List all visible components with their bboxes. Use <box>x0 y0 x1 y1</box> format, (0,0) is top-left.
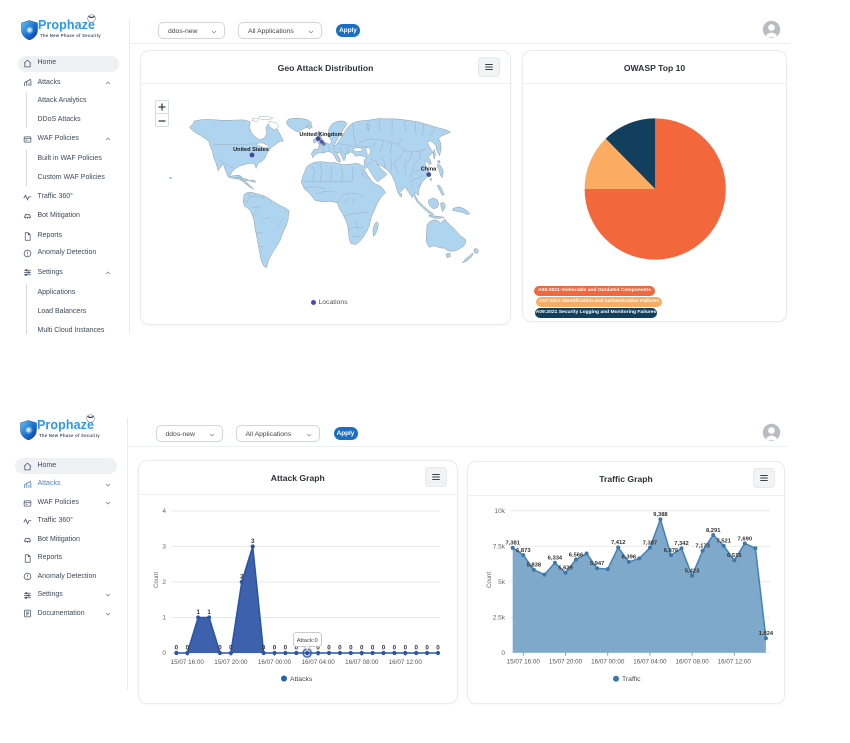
svg-text:Count: Count <box>487 572 493 588</box>
svg-text:7,412: 7,412 <box>611 540 626 546</box>
svg-text:7,387: 7,387 <box>643 541 658 547</box>
svg-text:6,873: 6,873 <box>516 548 531 554</box>
svg-text:15/07 16:00: 15/07 16:00 <box>507 659 541 666</box>
svg-text:5,629: 5,629 <box>558 566 573 572</box>
svg-text:7,381: 7,381 <box>505 541 520 547</box>
svg-text:5,947: 5,947 <box>590 561 605 567</box>
svg-text:China: China <box>421 167 437 173</box>
svg-text:Traffic: Traffic <box>622 676 641 683</box>
svg-text:16/07 12:00: 16/07 12:00 <box>718 659 752 666</box>
svg-text:0: 0 <box>360 645 364 652</box>
svg-text:1: 1 <box>162 615 166 622</box>
svg-text:7,342: 7,342 <box>674 541 689 547</box>
svg-text:0: 0 <box>284 645 288 652</box>
svg-text:7,521: 7,521 <box>716 539 731 545</box>
svg-text:16/07 00:00: 16/07 00:00 <box>591 659 625 666</box>
svg-text:0: 0 <box>295 645 299 652</box>
svg-text:1: 1 <box>207 609 211 616</box>
svg-text:0: 0 <box>382 645 386 652</box>
svg-text:2.5k: 2.5k <box>493 614 506 621</box>
svg-text:0: 0 <box>501 650 505 657</box>
svg-text:15/07 20:00: 15/07 20:00 <box>549 659 583 666</box>
svg-text:0: 0 <box>436 645 440 652</box>
svg-text:16/07 12:00: 16/07 12:00 <box>389 659 423 666</box>
svg-text:0: 0 <box>273 645 277 652</box>
svg-text:6,566: 6,566 <box>569 552 584 558</box>
svg-text:6,515: 6,515 <box>727 553 742 559</box>
svg-text:7,690: 7,690 <box>738 536 753 542</box>
svg-text:Attacks: Attacks <box>290 676 313 683</box>
svg-text:0: 0 <box>349 645 353 652</box>
svg-text:16/07 00:00: 16/07 00:00 <box>258 659 292 666</box>
svg-text:0: 0 <box>162 650 166 657</box>
svg-text:United States: United States <box>233 147 269 153</box>
svg-text:16/07 08:00: 16/07 08:00 <box>675 659 709 666</box>
svg-text:16/07 04:00: 16/07 04:00 <box>301 659 335 666</box>
svg-text:❋: ❋ <box>26 427 32 435</box>
svg-text:0: 0 <box>229 645 233 652</box>
svg-text:0: 0 <box>425 645 429 652</box>
svg-text:10k: 10k <box>495 508 506 515</box>
svg-text:0: 0 <box>175 645 179 652</box>
svg-text:5k: 5k <box>498 579 506 586</box>
svg-text:3: 3 <box>251 538 255 545</box>
svg-text:9,388: 9,388 <box>653 512 668 518</box>
svg-text:6,876: 6,876 <box>664 548 679 554</box>
svg-text:8,291: 8,291 <box>706 528 721 534</box>
svg-text:Attack:0: Attack:0 <box>297 638 318 644</box>
svg-text:0: 0 <box>338 645 342 652</box>
svg-text:16/07 04:00: 16/07 04:00 <box>633 659 667 666</box>
svg-text:6,334: 6,334 <box>548 556 563 562</box>
svg-text:2: 2 <box>240 574 244 581</box>
svg-text:4: 4 <box>162 508 166 515</box>
svg-text:6,396: 6,396 <box>622 555 637 561</box>
svg-text:0: 0 <box>327 645 331 652</box>
svg-text:7,173: 7,173 <box>695 544 710 550</box>
svg-text:5,423: 5,423 <box>685 569 700 575</box>
svg-text:15/07 20:00: 15/07 20:00 <box>214 659 248 666</box>
svg-text:0: 0 <box>186 645 190 652</box>
svg-text:Count: Count <box>154 572 160 588</box>
svg-text:0: 0 <box>393 645 397 652</box>
svg-text:0: 0 <box>404 645 408 652</box>
svg-text:5,838: 5,838 <box>527 563 542 569</box>
svg-text:❋: ❋ <box>27 27 33 35</box>
svg-text:United Kingdom: United Kingdom <box>299 132 342 138</box>
svg-text:0: 0 <box>262 645 266 652</box>
svg-text:1,024: 1,024 <box>759 631 774 637</box>
svg-text:1: 1 <box>196 609 200 616</box>
svg-text:15/07 16:00: 15/07 16:00 <box>171 659 205 666</box>
svg-text:3: 3 <box>162 544 166 551</box>
svg-text:0: 0 <box>414 645 418 652</box>
svg-text:2: 2 <box>162 579 166 586</box>
svg-text:16/07 08:00: 16/07 08:00 <box>345 659 379 666</box>
svg-text:7.5k: 7.5k <box>493 543 506 550</box>
svg-text:0: 0 <box>316 645 320 652</box>
svg-text:0: 0 <box>218 645 222 652</box>
svg-text:0: 0 <box>371 645 375 652</box>
